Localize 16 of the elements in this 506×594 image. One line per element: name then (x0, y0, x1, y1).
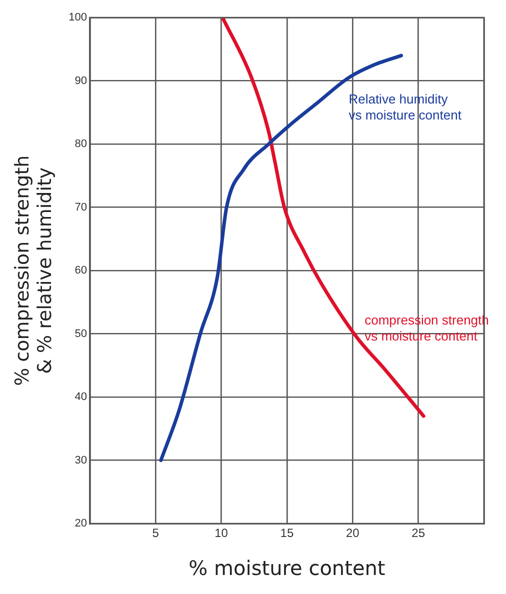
x-tick-label: 5 (152, 526, 160, 540)
x-tick-label: 20 (346, 526, 360, 540)
y-tick-label: 80 (74, 138, 87, 150)
x-tick-label: 10 (214, 526, 228, 540)
y-axis-title: % compression strength & % relative humidity (11, 155, 56, 386)
x-tick-label: 15 (280, 526, 294, 540)
y-tick-label: 60 (74, 264, 87, 277)
y-tick-label: 20 (74, 518, 87, 530)
y-tick-label: 30 (74, 454, 87, 466)
x-tick-label: 25 (412, 526, 426, 540)
y-tick-label: 50 (74, 328, 87, 340)
x-axis-title: % moisture content (188, 556, 386, 580)
y-tick-label: 100 (68, 12, 87, 24)
y-tick-label: 70 (74, 201, 87, 214)
y-tick-label: 90 (74, 74, 87, 87)
y-tick-label: 40 (74, 391, 87, 404)
